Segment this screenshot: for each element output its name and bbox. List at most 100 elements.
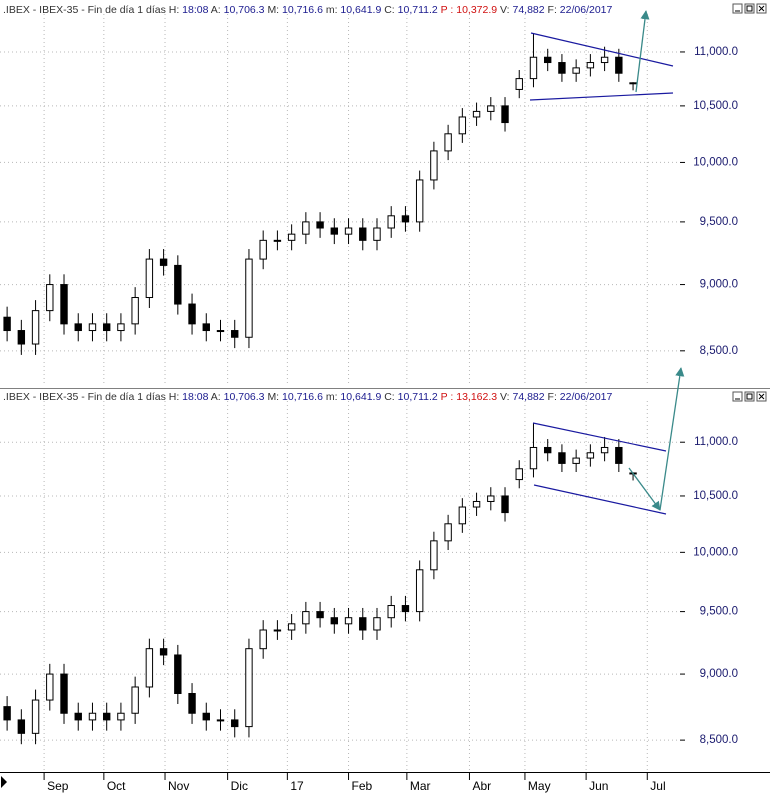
- y-tick-label: 10,000.0: [693, 546, 738, 558]
- candle-body: [3, 706, 11, 721]
- field-label: C:: [384, 4, 395, 16]
- field-value: 10,641.9: [340, 391, 381, 403]
- field-label: A:: [211, 391, 221, 403]
- window-buttons-top[interactable]: [732, 3, 767, 14]
- candle-body: [472, 500, 481, 508]
- chart-panel: .IBEX - IBEX-35 - Fin de día 1 días H: 1…: [0, 4, 738, 385]
- candle-body: [472, 110, 481, 118]
- candle-body: [501, 495, 509, 514]
- minimize-button[interactable]: [732, 391, 743, 402]
- instrument-name: .IBEX - IBEX-35 - Fin de día 1 días: [3, 4, 166, 16]
- candle-body: [117, 712, 125, 721]
- candle-body: [287, 623, 296, 631]
- candle-body: [273, 629, 282, 632]
- candle-body: [373, 617, 381, 631]
- x-tick-label: Jun: [589, 779, 608, 793]
- field-value: 10,711.2: [398, 391, 438, 403]
- y-tick-label: 10,500.0: [693, 490, 738, 502]
- x-tick-label: 17: [290, 779, 304, 793]
- field-value: 10,706.3: [224, 391, 265, 403]
- candle-body: [543, 56, 552, 64]
- y-tick-label: 9,500.0: [700, 606, 738, 618]
- candle-body: [231, 719, 239, 728]
- candle-body: [46, 673, 54, 701]
- candle-body: [487, 495, 495, 502]
- candle-body: [373, 227, 381, 241]
- maximize-button[interactable]: [744, 3, 755, 14]
- candle-body: [600, 446, 609, 454]
- x-tick-label: Jul: [650, 779, 665, 793]
- candle-body: [145, 258, 154, 299]
- annotations: [529, 10, 685, 515]
- field-value: 18:08: [182, 391, 208, 403]
- field-value: 10,641.9: [340, 4, 381, 16]
- candle-body: [487, 105, 495, 112]
- candle-body: [259, 629, 267, 650]
- candle-body: [430, 540, 438, 571]
- field-label: F:: [548, 4, 557, 16]
- trend-line: [533, 484, 667, 515]
- maximize-button[interactable]: [744, 391, 755, 402]
- y-tick-label: 10,500.0: [693, 100, 738, 112]
- candle-body: [401, 215, 410, 223]
- candle-body: [74, 712, 82, 721]
- candle-body: [302, 611, 310, 625]
- minimize-button[interactable]: [732, 3, 743, 14]
- y-tick-label: 9,000.0: [700, 279, 738, 291]
- projection-arrow: [635, 10, 650, 93]
- field-label: A:: [211, 4, 221, 16]
- candle-body: [17, 330, 26, 345]
- field-value: 22/06/2017: [560, 4, 613, 16]
- candle-body: [586, 62, 595, 69]
- x-tick-label: May: [528, 779, 551, 793]
- candle-body: [88, 712, 97, 721]
- candle-body: [273, 239, 282, 242]
- field-label: H:: [169, 4, 180, 16]
- candle-body: [216, 330, 225, 333]
- candle-body: [330, 227, 339, 235]
- y-tick-label: 11,000.0: [694, 46, 738, 58]
- y-tick-label: 11,000.0: [694, 436, 738, 448]
- candle-body: [359, 227, 367, 241]
- field-label: M:: [267, 391, 279, 403]
- maximize-icon: [746, 5, 753, 12]
- candle-body: [31, 699, 40, 734]
- window-buttons-bottom[interactable]: [732, 391, 767, 402]
- candle-body: [586, 452, 595, 459]
- candle-body: [401, 605, 410, 613]
- maximize-icon: [746, 393, 753, 400]
- instrument-name: .IBEX - IBEX-35 - Fin de día 1 días: [3, 391, 166, 403]
- candle-body: [615, 56, 623, 74]
- trend-line: [530, 32, 674, 67]
- close-icon: [758, 393, 765, 400]
- field-value: 10,716.6: [282, 4, 323, 16]
- field-label: C:: [384, 391, 395, 403]
- field-value: 74,882: [512, 391, 544, 403]
- candle-body: [245, 648, 253, 728]
- candle-body: [558, 452, 566, 464]
- candle-body: [216, 719, 225, 722]
- candle-body: [572, 457, 580, 464]
- candle-body: [117, 323, 125, 332]
- candle-body: [145, 648, 154, 688]
- candle-body: [387, 605, 395, 619]
- x-tick-label: Dic: [231, 779, 248, 793]
- field-label: M:: [267, 4, 279, 16]
- candle-body: [415, 569, 424, 613]
- field-value: 22/06/2017: [560, 391, 613, 403]
- candle-body: [515, 78, 523, 90]
- candle-body: [259, 239, 267, 260]
- field-label: F:: [548, 391, 557, 403]
- candle-body: [17, 719, 26, 734]
- candle-body: [316, 221, 324, 229]
- y-tick-label: 8,500.0: [700, 345, 738, 357]
- candle-body: [615, 446, 623, 464]
- candle-body: [188, 692, 196, 714]
- candle-body: [3, 316, 11, 332]
- candle-body: [245, 258, 253, 338]
- candle-body: [202, 712, 210, 721]
- candle-body: [31, 310, 40, 345]
